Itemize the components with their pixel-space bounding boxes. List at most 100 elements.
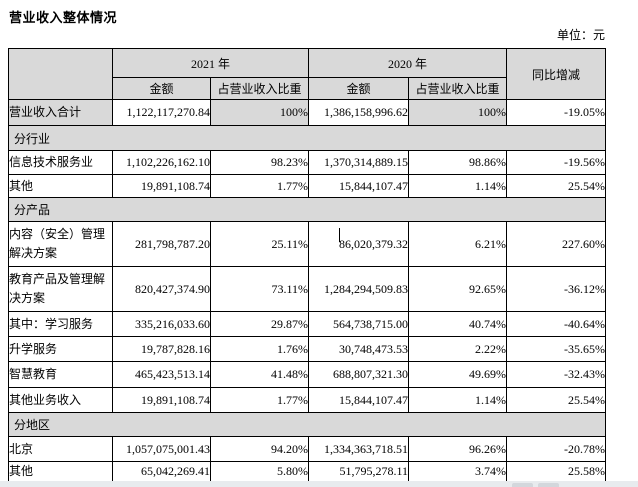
ratio-2021-cell: 29.87% [209,311,310,337]
amount-2020-cell: 30,748,473.53 [308,336,410,362]
amount-2020-cell: 564,738,715.00 [308,311,410,337]
row-edu-products: 教育产品及管理解决方案 820,427,374.90 73.11% 1,284,… [8,266,607,312]
amount-2021-cell: 281,798,787.20 [112,221,211,267]
section-label: 分行业 [7,125,607,151]
amount-2020-cell: 86,020,379.32 [308,221,410,267]
unit-label: 单位：元 [556,28,605,42]
ratio-2021-cell: 41.48% [209,361,310,388]
row-admission-services: 升学服务 19,787,828.16 1.76% 30,748,473.53 2… [8,336,607,362]
header-amount-2021: 金额 [112,77,211,100]
row-content-security: 内容（安全）管理解决方案 281,798,787.20 25.11% 86,02… [8,221,607,267]
amount-2020-cell: 15,844,107.47 [308,174,410,198]
amount-2020-cell: 1,370,314,889.15 [308,150,410,175]
bottom-edge-strip [0,481,638,487]
amount-2020-cell: 1,334,363,718.51 [308,436,410,462]
section-label: 分地区 [7,412,607,437]
revenue-table: 2021 年 2020 年 同比增减 金额 占营业收入比重 金额 占营业收入比重… [7,48,607,482]
amount-2020-cell: 15,844,107.47 [308,387,410,413]
yoy-cell: -35.65% [506,336,607,362]
ratio-2021-cell: 100% [209,99,310,126]
amount-2021-cell: 1,102,226,162.10 [112,150,211,175]
amount-2021-cell: 1,122,117,270.84 [112,99,211,126]
row-smart-education: 智慧教育 465,423,513.14 41.48% 688,807,321.3… [8,361,607,388]
yoy-cell: -32.43% [506,361,607,388]
ratio-2020-cell: 98.86% [408,150,508,175]
section-row-by-region: 分地区 [7,412,607,437]
amount-2020-cell: 1,386,158,996.62 [308,99,410,126]
yoy-cell: -19.05% [506,99,607,126]
row-label: 教育产品及管理解决方案 [8,266,113,312]
section-label: 分产品 [7,197,607,222]
amount-2020-cell: 688,807,321.30 [308,361,410,388]
amount-2021-cell: 19,891,108.74 [112,387,211,413]
row-label: 营业收入合计 [8,99,113,126]
row-total-revenue: 营业收入合计 1,122,117,270.84 100% 1,386,158,9… [8,99,607,126]
amount-2020-cell: 51,795,278.11 [308,461,410,482]
ratio-2020-cell: 1.14% [408,387,508,413]
row-other-region: 其他 65,042,269.41 5.80% 51,795,278.11 3.7… [8,461,607,482]
amount-2021-cell: 820,427,374.90 [112,266,211,312]
ratio-2020-cell: 6.21% [408,221,508,267]
yoy-cell: 227.60% [506,221,607,267]
header-year-2020: 2020 年 [308,48,508,78]
header-ratio-2020: 占营业收入比重 [408,77,508,100]
amount-2021-cell: 19,787,828.16 [112,336,211,362]
amount-2021-cell: 1,057,075,001.43 [112,436,211,462]
ratio-2021-cell: 1.77% [209,387,310,413]
yoy-cell: 25.54% [506,387,607,413]
ratio-2020-cell: 49.69% [408,361,508,388]
yoy-cell: -19.56% [506,150,607,175]
row-label: 其他业务收入 [8,387,113,413]
row-label: 其他 [8,174,113,198]
page-title: 营业收入整体情况 [9,10,118,25]
header-ratio-2021: 占营业收入比重 [209,77,310,100]
row-other-business: 其他业务收入 19,891,108.74 1.77% 15,844,107.47… [8,387,607,413]
yoy-cell: -20.78% [506,436,607,462]
ratio-2021-cell: 1.77% [209,174,310,198]
section-row-by-industry: 分行业 [7,125,607,151]
yoy-cell: 25.54% [506,174,607,198]
row-beijing: 北京 1,057,075,001.43 94.20% 1,334,363,718… [8,436,607,462]
amount-2021-cell: 65,042,269.41 [112,461,211,482]
row-label: 北京 [8,436,113,462]
amount-2021-cell: 335,216,033.60 [112,311,211,337]
ratio-2020-cell: 3.74% [408,461,508,482]
yoy-cell: -40.64% [506,311,607,337]
section-row-by-product: 分产品 [7,197,607,222]
row-label: 升学服务 [8,336,113,362]
ratio-2021-cell: 73.11% [209,266,310,312]
header-year-2021: 2021 年 [111,48,310,78]
ratio-2020-cell: 92.65% [408,266,508,312]
amount-text: 86,020,379.32 [339,236,409,251]
text-cursor [339,228,341,242]
ratio-2021-cell: 25.11% [209,221,310,267]
ratio-2020-cell: 2.22% [408,336,508,362]
header-amount-2020: 金额 [308,77,410,100]
ratio-2021-cell: 1.76% [209,336,310,362]
amount-2021-cell: 19,891,108.74 [112,174,211,198]
row-it-services: 信息技术服务业 1,102,226,162.10 98.23% 1,370,31… [8,150,607,175]
row-learning-services: 其中：学习服务 335,216,033.60 29.87% 564,738,71… [8,311,607,337]
row-other-industry: 其他 19,891,108.74 1.77% 15,844,107.47 1.1… [8,174,607,198]
amount-2021-cell: 465,423,513.14 [112,361,211,388]
header-corner-cell [8,48,113,100]
row-label: 智慧教育 [8,361,113,388]
row-label: 信息技术服务业 [8,150,113,175]
ratio-2020-cell: 40.74% [408,311,508,337]
partial-button-icon[interactable] [512,483,533,487]
row-label: 内容（安全）管理解决方案 [8,221,113,267]
yoy-cell: 25.58% [506,461,607,482]
amount-2020-cell: 1,284,294,509.83 [308,266,410,312]
ratio-2020-cell: 100% [408,99,508,126]
row-label: 其他 [8,461,113,482]
row-label: 其中：学习服务 [8,311,113,337]
ratio-2020-cell: 96.26% [408,436,508,462]
ratio-2020-cell: 1.14% [408,174,508,198]
ratio-2021-cell: 5.80% [209,461,310,482]
yoy-cell: -36.12% [506,266,607,312]
partial-button-icon[interactable] [538,483,559,487]
ratio-2021-cell: 94.20% [209,436,310,462]
header-yoy: 同比增减 [506,48,607,100]
ratio-2021-cell: 98.23% [209,150,310,175]
